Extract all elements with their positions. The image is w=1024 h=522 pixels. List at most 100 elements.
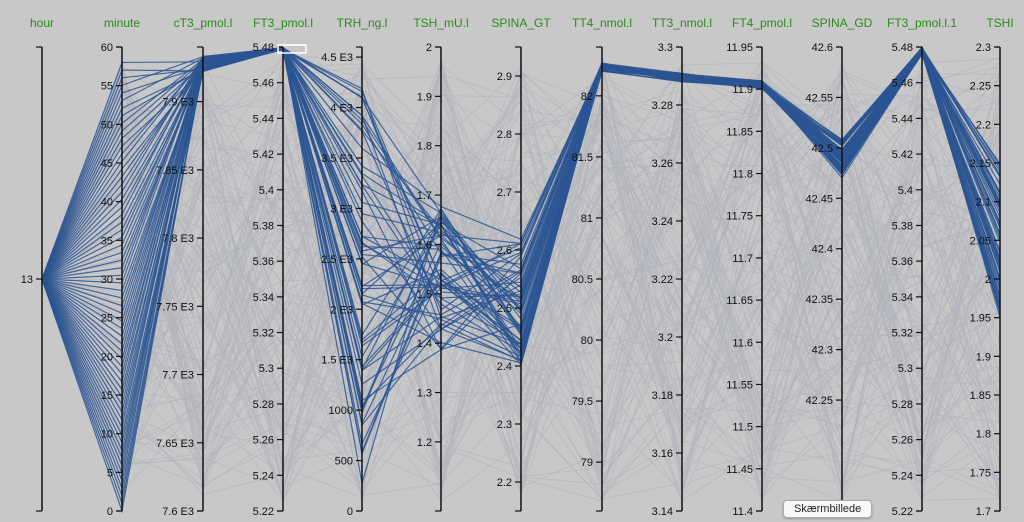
tick-label: 5.38: [892, 220, 913, 232]
tick-label: 11.8: [732, 169, 753, 181]
tick-label: 5.48: [253, 42, 274, 54]
tick-label: 2.4: [497, 361, 512, 373]
dimension-title[interactable]: minute: [104, 16, 140, 30]
tick-label: 5.3: [259, 363, 274, 375]
dimension-title[interactable]: hour: [30, 16, 54, 30]
brush-layer[interactable]: [277, 44, 307, 54]
tick-label: 42.45: [805, 193, 833, 205]
tick-label: 1.85: [970, 390, 991, 402]
tick-label: 5.38: [253, 220, 274, 232]
dimension-title[interactable]: SPINA_GD: [812, 16, 873, 30]
tick-label: 82: [581, 91, 593, 103]
brush-rect[interactable]: [277, 44, 307, 54]
tick-label: 1.6: [417, 239, 432, 251]
dimension-title[interactable]: FT3_pmol.l.1: [887, 16, 957, 30]
tick-label: 11.85: [726, 126, 753, 138]
dimension-title[interactable]: TRH_ng.l: [337, 16, 388, 30]
axis-FT3_pmol.l.1: FT3_pmol.l.1 5.22 5.24 5.26 5.28 5.3 5.32 5.34 5…: [887, 16, 957, 518]
tick-label: 5.46: [892, 78, 913, 90]
dimension-title[interactable]: FT3_pmol.l: [253, 16, 313, 30]
tick-label: 5.36: [253, 256, 274, 268]
tick-label: 42.25: [805, 395, 833, 407]
tick-label: 5.44: [253, 113, 274, 125]
dimension-title[interactable]: TSH_mU.l: [413, 16, 468, 30]
tick-label: 3.3: [658, 42, 673, 54]
tick-label: 7.85 E3: [156, 165, 194, 177]
tick-label: 5.42: [892, 149, 913, 161]
tick-label: 2.2: [497, 477, 512, 489]
tick-label: 15: [101, 390, 113, 402]
tick-label: 7.75 E3: [156, 301, 194, 313]
tick-label: 5.24: [892, 470, 913, 482]
tick-label: 5.28: [892, 399, 913, 411]
tick-label: 2.15: [970, 158, 991, 170]
tick-label: 5.34: [892, 292, 913, 304]
tick-label: 1.5 E3: [321, 355, 353, 367]
tick-label: 45: [101, 158, 113, 170]
tick-label: 81.5: [572, 152, 593, 164]
tick-label: 3 E3: [330, 203, 353, 215]
tick-label: 1.7: [417, 190, 432, 202]
tick-label: 3.28: [652, 100, 673, 112]
tick-label: 5.46: [253, 78, 274, 90]
axis-minute: minute 0 5 10 15 20 25 30 35 40 45 50 55 60: [101, 16, 141, 518]
tick-label: 1.9: [976, 351, 991, 363]
dimension-title[interactable]: TSHI: [986, 16, 1013, 30]
axes: hour13minute051015202530354045505560cT3_…: [21, 16, 1014, 518]
tick-label: 42.55: [805, 92, 833, 104]
dimension-title[interactable]: SPINA_GT: [491, 16, 551, 30]
tick-label: 2.5: [497, 303, 512, 315]
tick-label: 3.18: [652, 390, 673, 402]
tick-label: 25: [101, 313, 113, 325]
tick-label: 5.24: [253, 470, 274, 482]
tick-label: 11.65: [726, 295, 753, 307]
tick-label: 42.3: [812, 345, 833, 357]
tick-label: 2: [426, 42, 432, 54]
tick-label: 3.14: [652, 506, 673, 518]
dimension-title[interactable]: FT4_pmol.l: [732, 16, 792, 30]
tick-label: 2.25: [970, 81, 991, 93]
tick-label: 1.95: [970, 313, 991, 325]
tick-label: 2: [985, 274, 991, 286]
tick-label: 5.36: [892, 256, 913, 268]
tick-label: 5.3: [898, 363, 913, 375]
tick-label: 2.05: [970, 235, 991, 247]
tick-label: 3.22: [652, 274, 673, 286]
tick-label: 1.8: [417, 141, 432, 153]
tick-label: 80.5: [572, 274, 593, 286]
tick-label: 5.42: [253, 149, 274, 161]
axis-FT4_pmol.l: FT4_pmol.l 11.4 11.45 11.5 11.55 11.6 11.65 11.…: [726, 16, 792, 518]
dimension-title[interactable]: cT3_pmol.l: [174, 16, 233, 30]
tick-label: 5.32: [253, 328, 274, 340]
tick-label: 11.6: [732, 337, 753, 349]
tick-label: 81: [581, 213, 593, 225]
tick-label: 11.95: [726, 42, 753, 54]
tick-label: 11.75: [726, 211, 753, 223]
tick-label: 13: [21, 274, 33, 286]
axis-SPINA_GT: SPINA_GT 2.2 2.3 2.4 2.5 2.6 2.7 2.8 2.9: [491, 16, 551, 512]
tick-label: 7.6 E3: [162, 506, 194, 518]
tick-label: 2.8: [497, 129, 512, 141]
tick-label: 0: [107, 506, 113, 518]
tick-label: 42.6: [812, 42, 833, 54]
tick-label: 30: [101, 274, 113, 286]
tick-label: 60: [101, 42, 113, 54]
axis-SPINA_GD: SPINA_GD 42.25 42.3 42.35 42.4 42.45 42.5 42.55…: [805, 16, 873, 512]
tick-label: 1.3: [417, 388, 432, 400]
tick-label: 1.4: [417, 338, 432, 350]
tick-label: 80: [581, 335, 593, 347]
tick-label: 2.2: [976, 119, 991, 131]
dimension-title[interactable]: TT3_nmol.l: [652, 16, 712, 30]
tick-label: 5: [107, 467, 113, 479]
dimension-title[interactable]: TT4_nmol.l: [572, 16, 632, 30]
tick-label: 2.5 E3: [321, 254, 353, 266]
tick-label: 42.4: [812, 244, 833, 256]
tick-label: 5.44: [892, 113, 913, 125]
tick-label: 1000: [329, 405, 353, 417]
tick-label: 1.2: [417, 437, 432, 449]
tick-label: 11.45: [726, 464, 753, 476]
tick-label: 5.26: [892, 435, 913, 447]
tick-label: 5.26: [253, 435, 274, 447]
tick-label: 2 E3: [330, 304, 353, 316]
